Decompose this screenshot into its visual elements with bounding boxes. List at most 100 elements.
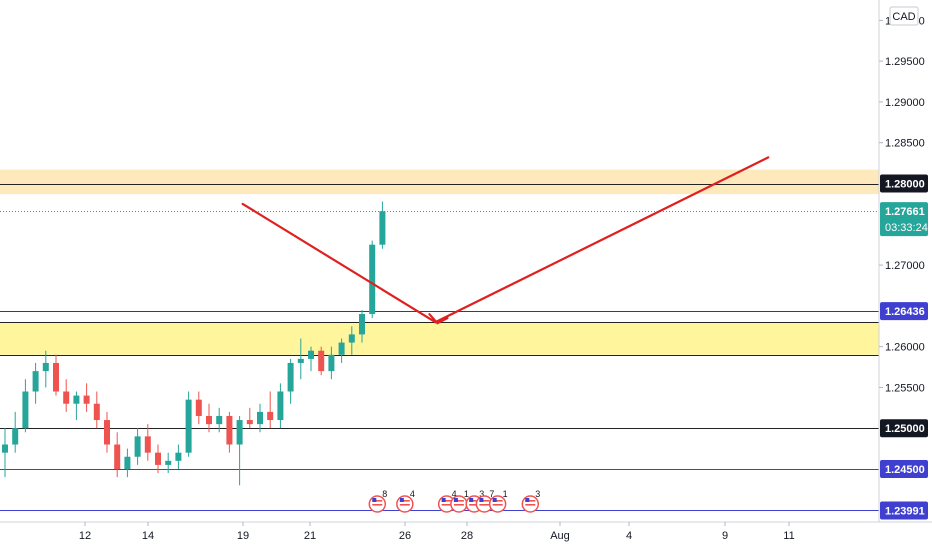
candle[interactable] xyxy=(297,338,304,380)
candle-body xyxy=(12,428,19,445)
candle[interactable] xyxy=(246,407,253,429)
x-tick-label: 12 xyxy=(79,530,91,542)
time-axis-background[interactable] xyxy=(0,522,932,550)
candle[interactable] xyxy=(134,428,141,465)
candle[interactable] xyxy=(155,444,161,474)
event-count: 4 xyxy=(410,489,415,499)
candle[interactable] xyxy=(175,444,182,469)
candle[interactable] xyxy=(73,391,80,421)
candle[interactable] xyxy=(195,391,202,425)
flag-canton xyxy=(372,498,377,502)
candle[interactable] xyxy=(308,346,314,372)
candle[interactable] xyxy=(267,391,274,429)
flag-stripe xyxy=(469,500,480,502)
candle-body xyxy=(257,411,263,425)
event-count: 1 xyxy=(503,489,508,499)
candle[interactable] xyxy=(83,383,90,412)
price-label[interactable]: 1.28000 xyxy=(880,174,928,193)
flag-stripe xyxy=(453,500,464,502)
event-marker[interactable]: 3 xyxy=(521,489,540,513)
candle-body xyxy=(93,403,100,421)
event-marker[interactable]: 7 xyxy=(475,489,494,513)
event-marker[interactable]: 1 xyxy=(488,489,508,513)
zone-zone_mid xyxy=(0,322,879,355)
event-marker[interactable]: 4 xyxy=(396,489,415,513)
candle-body xyxy=(206,415,212,425)
candle-body xyxy=(359,314,365,335)
candle[interactable] xyxy=(338,338,345,363)
candle-body xyxy=(73,395,80,404)
price-label-box xyxy=(880,501,928,520)
candle-body xyxy=(348,334,355,343)
flag-stripe xyxy=(525,504,536,506)
candle-body xyxy=(83,395,90,404)
candle-body xyxy=(42,362,49,372)
candle[interactable] xyxy=(369,240,376,319)
event-marker[interactable]: 4 xyxy=(437,489,457,513)
event-marker[interactable]: 8 xyxy=(368,489,387,513)
current-price-box xyxy=(880,202,928,237)
candle-body xyxy=(155,452,161,465)
candle[interactable] xyxy=(42,350,49,388)
candle-body xyxy=(104,420,110,445)
flag-canton xyxy=(479,498,484,502)
zones-layer xyxy=(0,169,879,355)
projection-arrowhead xyxy=(428,313,449,325)
price-label[interactable]: 1.23991 xyxy=(880,501,928,520)
candle[interactable] xyxy=(22,379,29,433)
candle-body xyxy=(114,444,121,469)
flag-stripe xyxy=(492,504,503,506)
candle[interactable] xyxy=(348,326,355,355)
candle[interactable] xyxy=(2,428,8,478)
candle[interactable] xyxy=(206,403,212,433)
candle[interactable] xyxy=(318,346,325,376)
candle[interactable] xyxy=(277,383,284,429)
currency-tag-label: CAD xyxy=(892,11,915,23)
candle-body xyxy=(338,342,345,355)
flag-stripe xyxy=(399,500,410,502)
candle[interactable] xyxy=(287,358,294,404)
candle[interactable] xyxy=(93,391,100,429)
projection-segment[interactable] xyxy=(434,156,770,324)
candle[interactable] xyxy=(144,424,151,461)
x-tick-label: 19 xyxy=(237,530,249,542)
candle[interactable] xyxy=(257,403,263,433)
candle-body xyxy=(369,244,376,315)
x-tick-label: 21 xyxy=(304,530,316,542)
candle-body xyxy=(246,420,253,425)
candle[interactable] xyxy=(165,452,172,474)
currency-tag-box[interactable] xyxy=(889,6,919,26)
candle[interactable] xyxy=(63,379,70,412)
flag-stripe xyxy=(492,500,503,502)
price-label[interactable]: 1.25000 xyxy=(880,419,928,438)
candle-body xyxy=(328,354,335,372)
candle[interactable] xyxy=(359,309,365,343)
current-price-label[interactable]: 1.27661 03:33:24 xyxy=(880,202,928,237)
projection-segment[interactable] xyxy=(241,202,437,324)
price-label-text: 1.28000 xyxy=(885,179,925,191)
candle[interactable] xyxy=(236,415,243,486)
time-axis-ticks: 12 14 19 21 26 28 Aug 4 9 11 xyxy=(79,522,795,542)
event-marker[interactable]: 1 xyxy=(450,489,469,513)
y-tick-label: 1.27000 xyxy=(885,260,925,272)
candle[interactable] xyxy=(226,411,233,453)
candle[interactable] xyxy=(379,201,386,249)
price-label[interactable]: 1.24500 xyxy=(880,459,928,478)
flag-stripe xyxy=(441,500,452,502)
candle[interactable] xyxy=(114,432,121,478)
price-label[interactable]: 1.26436 xyxy=(880,302,928,321)
candle[interactable] xyxy=(328,346,335,380)
candle-body xyxy=(22,391,29,429)
candle[interactable] xyxy=(32,362,39,404)
candle[interactable] xyxy=(12,411,19,453)
candle[interactable] xyxy=(216,407,223,433)
candle[interactable] xyxy=(53,354,59,396)
candle[interactable] xyxy=(185,391,192,457)
price-label-box xyxy=(880,459,928,478)
candle[interactable] xyxy=(124,448,131,478)
zone-zone_top xyxy=(0,169,879,195)
current-price-value: 1.27661 xyxy=(885,206,925,218)
candle[interactable] xyxy=(104,411,110,453)
